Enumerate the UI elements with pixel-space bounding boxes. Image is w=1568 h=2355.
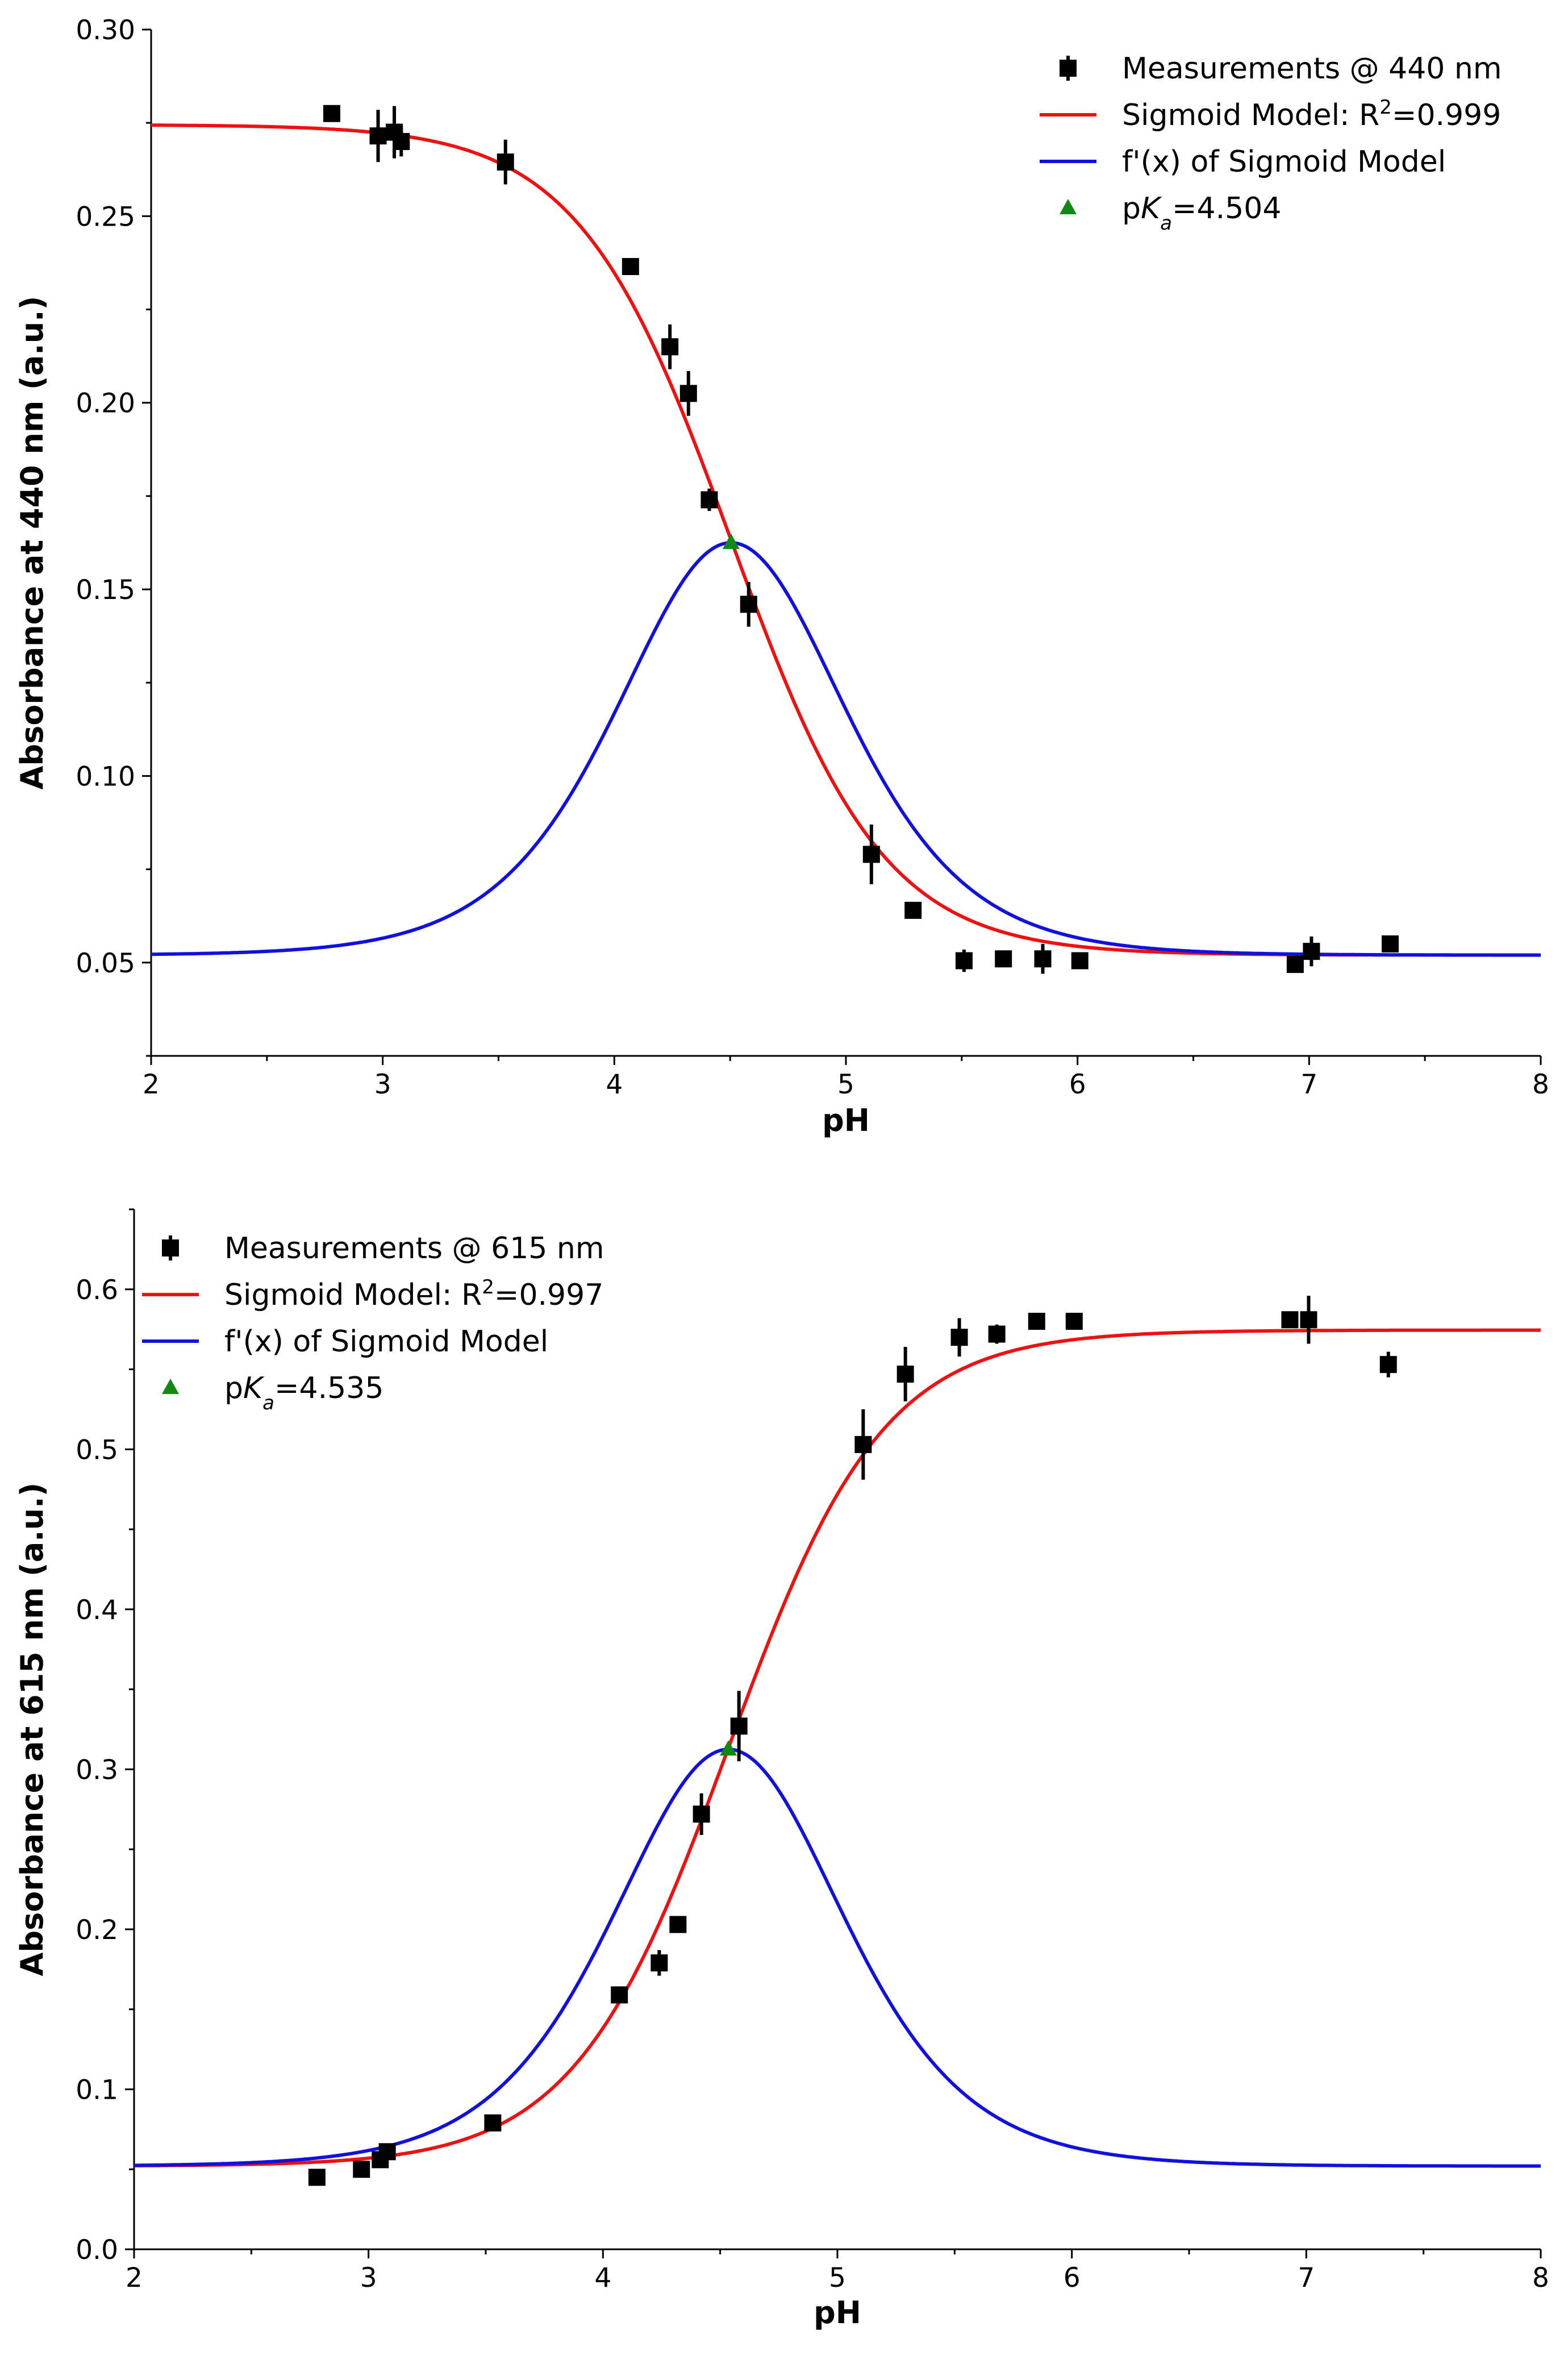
x-tick-label: 5: [837, 1069, 854, 1100]
y-tick-label: 0.4: [76, 1595, 118, 1626]
legend-triangle-handle: [162, 1379, 179, 1394]
legend-label-derivative: f'(x) of Sigmoid Model: [1122, 145, 1446, 179]
y-axis-label: Absorbance at 440 nm (a.u.): [14, 296, 50, 790]
measurement-point: [497, 153, 514, 171]
x-axis-label: pH: [814, 2295, 861, 2331]
legend-entry-sigmoid: Sigmoid Model: R2=0.997: [142, 1276, 603, 1312]
derivative-model-line: [134, 1747, 1541, 2168]
x-tick-label: 5: [829, 2262, 846, 2294]
x-tick-label: 2: [143, 1069, 160, 1100]
measurement-point: [1303, 943, 1320, 960]
x-tick-label: 4: [606, 1069, 623, 1100]
measurement-point: [1028, 1313, 1045, 1330]
y-tick-label: 0.20: [76, 388, 135, 419]
measurement-point: [955, 952, 973, 970]
measurement-point: [650, 1954, 668, 1972]
pka-marker: [720, 1740, 737, 1756]
pka-marker: [722, 534, 740, 549]
measurement-point: [308, 2169, 326, 2186]
legend-entry-measurements: Measurements @ 615 nm: [162, 1231, 604, 1266]
legend-entry-sigmoid: Sigmoid Model: R2=0.999: [1040, 96, 1501, 132]
legend-entry-measurements: Measurements @ 440 nm: [1060, 52, 1502, 86]
x-tick-label: 8: [1532, 1069, 1549, 1100]
legend-label-sigmoid: Sigmoid Model: R2=0.999: [1122, 96, 1501, 132]
measurement-point: [862, 846, 880, 863]
measurement-point: [1034, 950, 1052, 968]
y-tick-label: 0.6: [76, 1275, 118, 1306]
legend-entry-derivative: f'(x) of Sigmoid Model: [142, 1325, 548, 1359]
chart-absorbance-440: 2 3 4 5 6 7 8 0.05 0.10 0.15 0.20 0.25 0.30 pH Absorba…: [14, 15, 1549, 1138]
measurement-point: [1300, 1311, 1317, 1329]
x-tick-label: 7: [1300, 1069, 1317, 1100]
y-tick-label: 0.2: [76, 1915, 118, 1946]
legend-label-derivative: f'(x) of Sigmoid Model: [224, 1325, 548, 1359]
measurement-point: [611, 1986, 628, 2004]
measurement-point: [353, 2161, 370, 2178]
x-tick-label: 3: [360, 2262, 377, 2294]
x-axis-label: pH: [822, 1102, 870, 1138]
x-tick-label: 7: [1298, 2262, 1315, 2294]
legend-label-pka: pKa=4.504: [1122, 192, 1281, 235]
measurement-point: [1281, 1311, 1299, 1329]
x-tick-label: 3: [374, 1069, 391, 1100]
x-tick-label: 2: [126, 2262, 143, 2294]
measurement-point: [950, 1329, 968, 1346]
legend-label-sigmoid: Sigmoid Model: R2=0.997: [224, 1276, 603, 1312]
y-tick-label: 0.0: [76, 2235, 118, 2266]
measurement-point: [1071, 952, 1089, 970]
legend-square-handle: [1060, 60, 1077, 77]
y-tick-label: 0.10: [76, 761, 135, 792]
measurement-point: [622, 258, 639, 276]
measurement-point: [896, 1365, 914, 1383]
measurement-point: [854, 1436, 872, 1453]
measurement-point: [1379, 1356, 1397, 1374]
x-tick-label: 6: [1069, 1069, 1086, 1100]
measurement-point: [393, 133, 410, 151]
measurement-point: [995, 950, 1012, 968]
measurement-point: [1065, 1313, 1083, 1330]
measurement-point: [378, 2143, 396, 2161]
legend-entry-pka: pKa=4.535: [162, 1371, 383, 1414]
measurement-point: [740, 596, 757, 613]
y-tick-label: 0.05: [76, 948, 135, 979]
legend-square-handle: [162, 1239, 179, 1256]
legend-entry-derivative: f'(x) of Sigmoid Model: [1040, 145, 1446, 179]
measurement-point: [484, 2114, 502, 2132]
measurement-point: [669, 1916, 687, 1933]
x-tick-label: 6: [1064, 2262, 1081, 2294]
y-tick-label: 0.25: [76, 201, 135, 232]
y-tick-label: 0.1: [76, 2074, 118, 2106]
measurement-point: [661, 338, 679, 356]
measurement-point: [1286, 956, 1304, 973]
y-axis-label: Absorbance at 615 nm (a.u.): [14, 1483, 50, 1977]
measurement-point: [700, 491, 718, 509]
chart-absorbance-615: 2 3 4 5 6 7 8 0.0 0.1 0.2 0.3 0.4 0.5 0.6 pH Absorbance…: [14, 1208, 1549, 2331]
legend-label-measurements: Measurements @ 615 nm: [224, 1231, 604, 1266]
measurement-point: [369, 127, 387, 145]
legend-triangle-handle: [1060, 199, 1077, 214]
legend-label-pka: pKa=4.535: [224, 1371, 383, 1414]
y-tick-label: 0.5: [76, 1434, 118, 1466]
legend-label-measurements: Measurements @ 440 nm: [1122, 52, 1502, 86]
measurement-point: [323, 105, 340, 122]
measurement-point: [679, 385, 697, 402]
measurement-point: [693, 1805, 710, 1823]
y-tick-label: 0.3: [76, 1754, 118, 1786]
y-tick-label: 0.30: [76, 15, 135, 46]
measurement-point: [904, 901, 922, 919]
x-tick-label: 4: [594, 2262, 611, 2294]
measurement-point: [730, 1717, 748, 1735]
sigmoid-model-line: [134, 1328, 1541, 2167]
x-tick-label: 8: [1532, 2262, 1549, 2294]
measurement-point: [1382, 935, 1399, 952]
legend-entry-pka: pKa=4.504: [1060, 192, 1281, 235]
measurement-point: [988, 1325, 1006, 1343]
y-tick-label: 0.15: [76, 575, 135, 606]
